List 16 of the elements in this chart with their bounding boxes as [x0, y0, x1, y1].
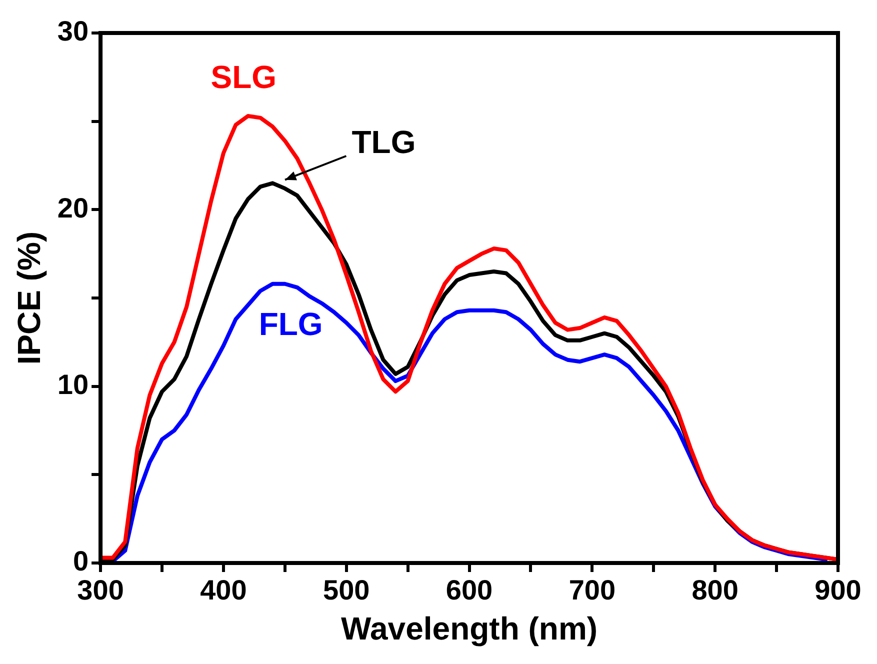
x-tick-label: 700 [568, 574, 616, 606]
y-tick-label: 20 [57, 192, 89, 224]
x-axis-title: Wavelength (nm) [340, 610, 598, 647]
x-tick-label: 600 [446, 574, 493, 606]
y-tick-label: 30 [57, 16, 89, 47]
y-tick-label: 0 [72, 546, 89, 577]
x-tick-label: 500 [323, 574, 370, 606]
x-tick-label: 400 [200, 574, 247, 606]
x-tick-label: 800 [692, 574, 738, 606]
y-tick-label: 10 [57, 369, 89, 400]
text: TLG [352, 124, 416, 160]
y-axis-title: IPCE (%) [11, 231, 48, 365]
series-label: SLG [210, 58, 276, 95]
series-label: FLG [258, 306, 323, 342]
x-tick-label: 300 [77, 574, 124, 606]
x-tick-label: 900 [814, 574, 862, 606]
